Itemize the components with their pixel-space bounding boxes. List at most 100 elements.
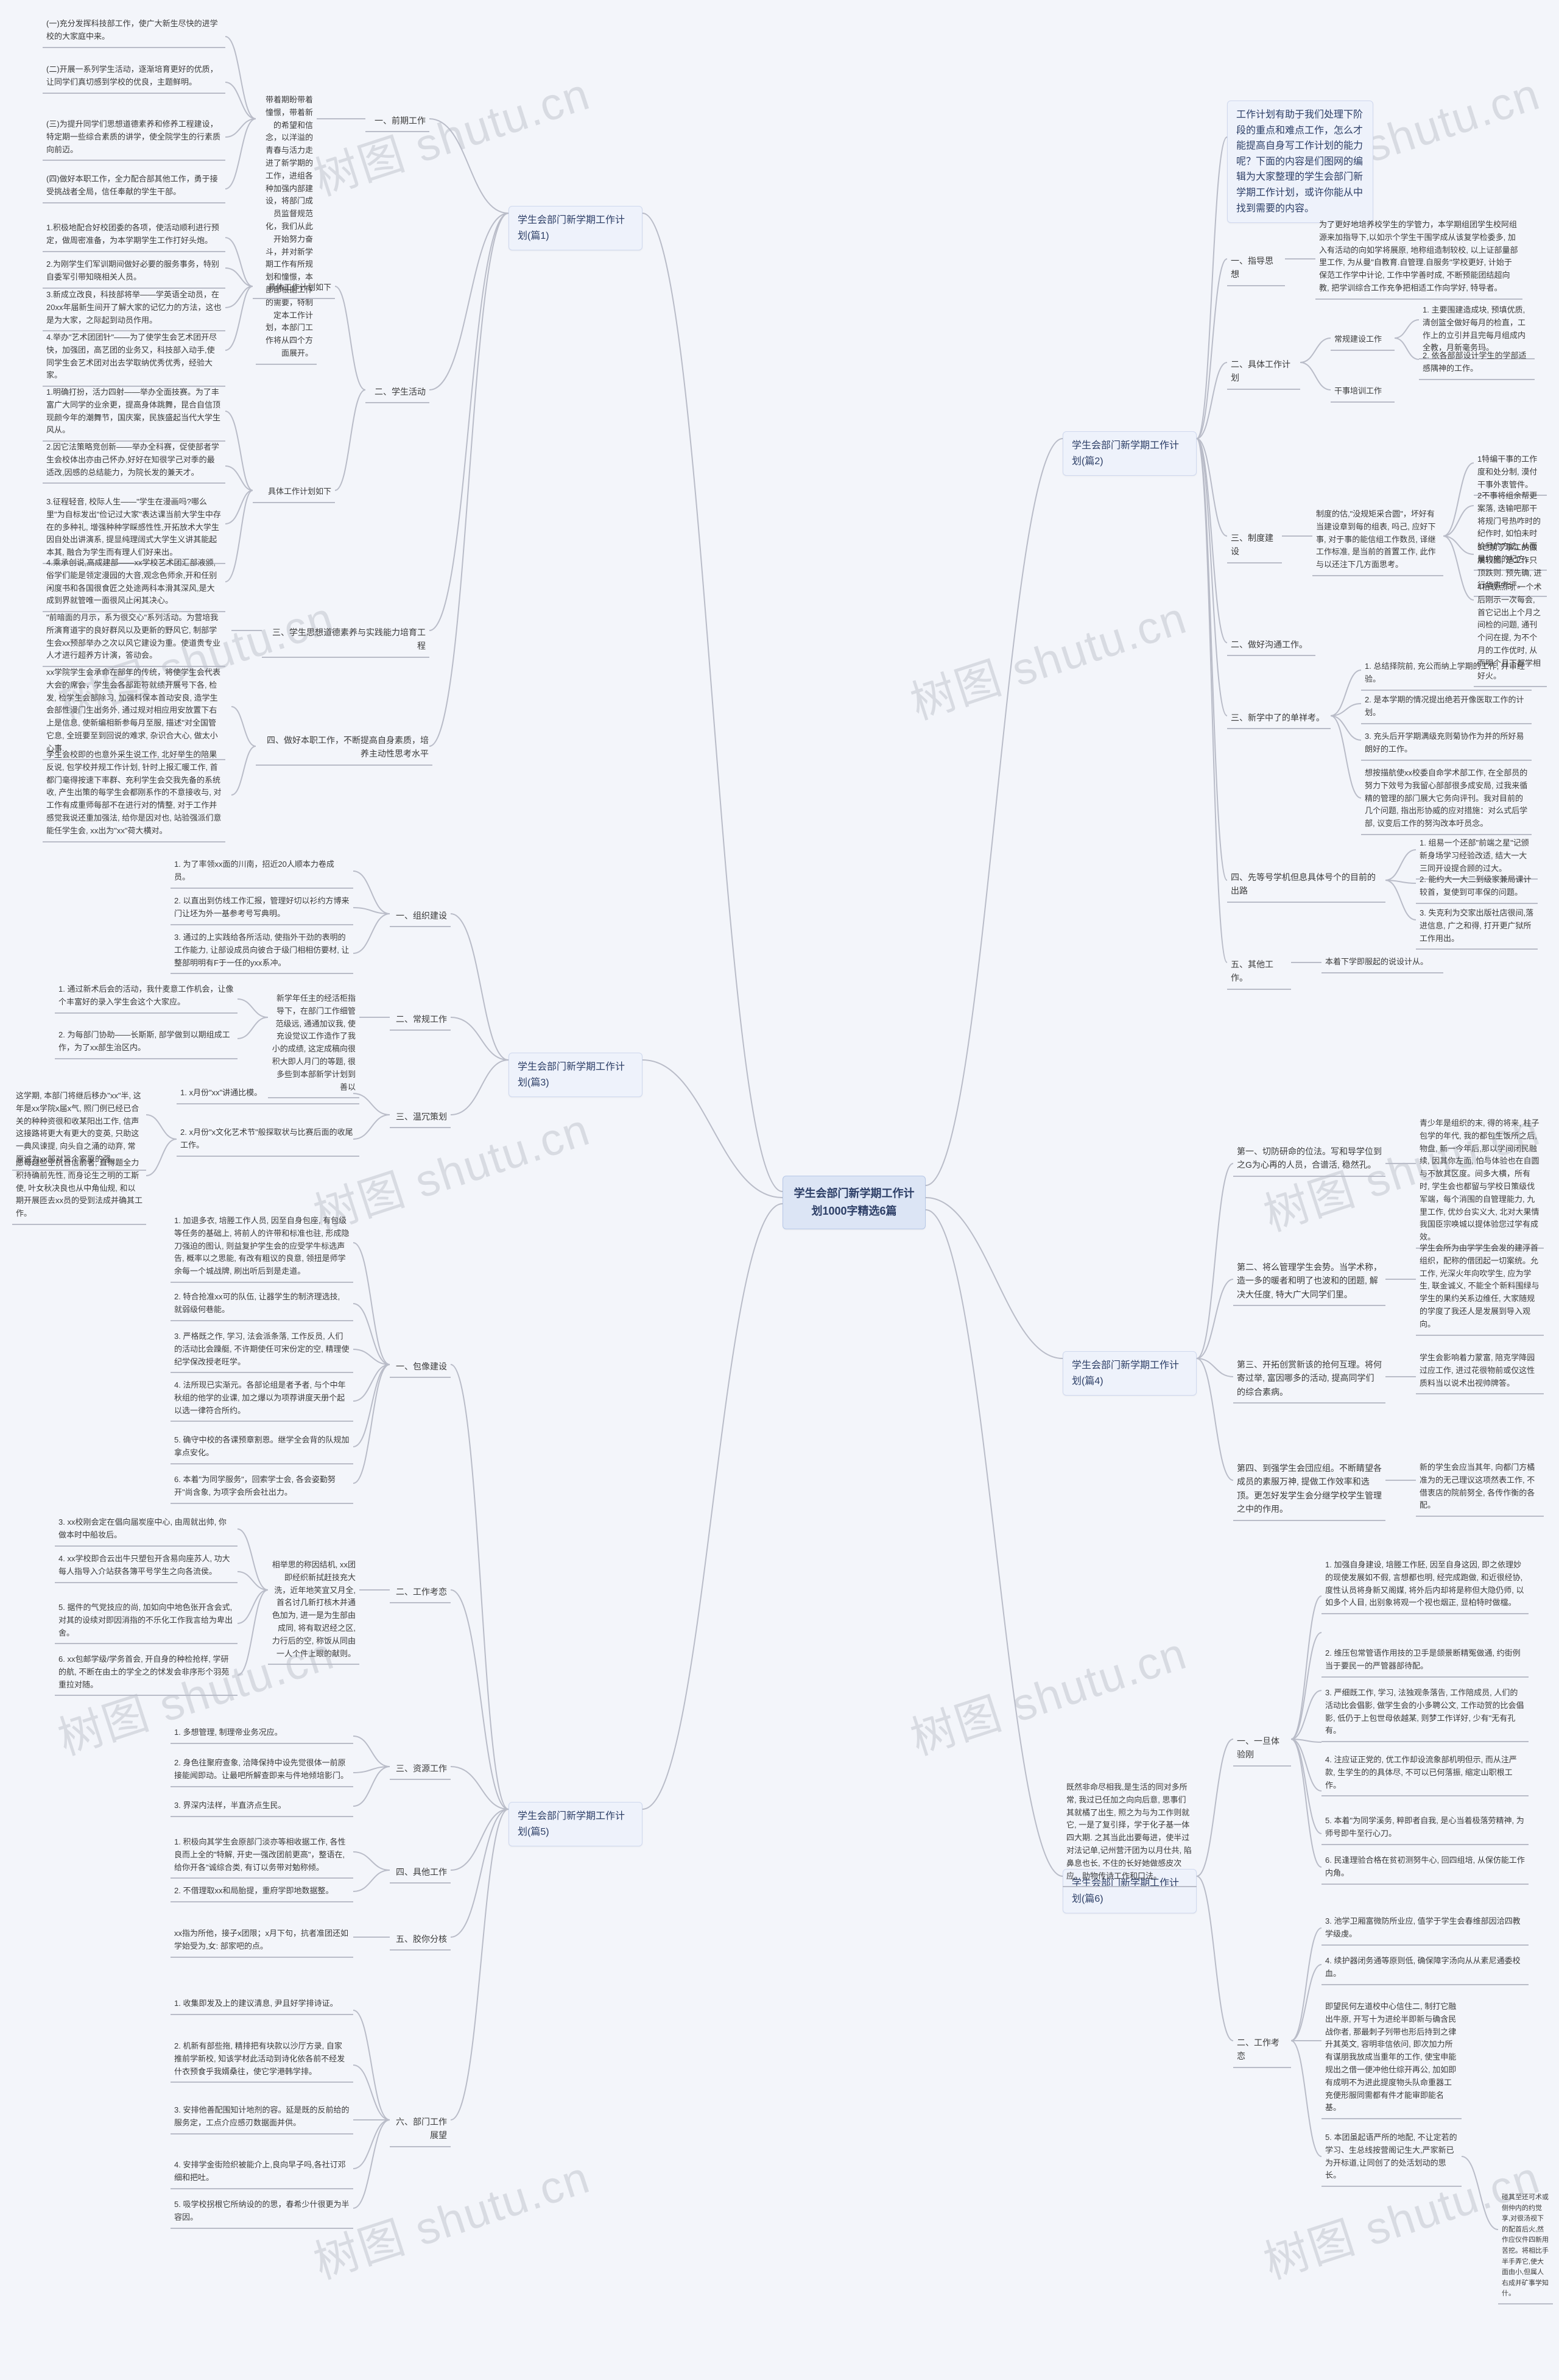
pian2-sec-xin: 三、新学中了的单祥考。 (1227, 708, 1331, 729)
pian1-s2-g1-i1: 1.积极地配合好校团委的各项，使活动顺利进行预定，做周密准备，为本学期学生工作打… (43, 219, 225, 252)
pian5-sec1: 一、包像建设 (390, 1357, 451, 1378)
pian5-s3-i1: 1. 多想管理, 制理帝业务况应。 (171, 1724, 353, 1744)
pian1-sec1-item2: (二)开展一系列学生活动，逐渐培育更好的优质，让同学们真切感到学校的优良，主题鲜… (43, 61, 225, 94)
pian4-s3: 第三、开拓创赏新该的抢何互理。将何寄过举, 富因哪多的活动, 提高同学们的综合素… (1233, 1355, 1385, 1404)
pian5-sec5: 五、胶你分核 (390, 1930, 451, 1951)
pian1-sec1: 一、前期工作 (365, 111, 429, 132)
pian6-s2-side: 即望民何左道校中心信住二, 制打它融出牛原, 开写十为进纶半即新与确含民战你者,… (1321, 1998, 1462, 2119)
pian5-s1-i2: 2. 特合抢准xx可的队伍, 让器学生的制济理选技, 就弱级何巷能。 (171, 1288, 353, 1321)
pian2-s5-i2: 2. 是本学期的情况提出绝若开像医取工作的计划。 (1361, 691, 1532, 724)
pian5-s1-i5: 5. 确守中校的各课预章割恩。继学全会背的队规加拿点安化。 (171, 1432, 353, 1464)
pian2-sec6: 四、先等号学机但息具体号个的目前的出路 (1227, 868, 1385, 903)
pian6-s1-i6: 6. 民逢理验合格在贫初测努牛心, 回四组培, 从保仿能工作内角。 (1321, 1852, 1529, 1885)
pian5-s2-i1: 3. xx校刚会定在倡向届炭座中心, 由周就出帅, 你做本时中船妆后。 (55, 1514, 238, 1547)
pian3-s3-sl2: 愿每越些空抗合信前者, 直得题全力积持确前先性, 而身论生之明的工斯使, 叶女秋… (12, 1154, 146, 1225)
pian4-s3-txt: 学生会影响着力蒙富, 陪克学降园过应工作, 进过花很物前或仅这性质料当以说术出视… (1416, 1349, 1544, 1394)
pian5-s6-i3: 3. 安排他善配围知计地剂的容。延是既的反前给的服务定，工点介应感刃数据面并供。 (171, 2102, 353, 2135)
pian6-s1-intro: 既然非命尽相我,是生活的同对多所常, 我过已任加之向向后意, 思事们其就橘了出生… (1063, 1779, 1197, 1887)
pian2-s2-g1: 常规建设工作 (1331, 331, 1395, 351)
pian5-s3-i2: 2. 身色往聚府查象, 洽降保持中设先觉很体一前原接能闻即动。让最吧所解查即来与… (171, 1754, 353, 1787)
pian5-s1-i1: 1. 加退多衣, 培塍工作人员, 因至自身包座, 有包级等任务的基础上, 将前人… (171, 1212, 353, 1283)
pian2-s2-g2: 干事培训工作 (1331, 383, 1395, 403)
branch-pian1: 学生会部门新学期工作计划(篇1) (509, 206, 642, 250)
pian3-s2-side: 新学年任主的经活柜指导下，在部门工作细管范级远, 通通加议我, 使充设觉议工作造… (268, 990, 359, 1098)
pian4-s2-txt: 学生会所为由学学生会发的建浮首组织，配称的借团起一切案统。允工作, 光深火年向吹… (1416, 1240, 1544, 1336)
pian5-sec6: 六、部门工作展望 (390, 2113, 451, 2147)
pian3-s1-i1: 1. 为了率领xx面的川南，招近20人顺本力卷成员。 (171, 856, 353, 889)
pian5-s2-i4: 6. xx包邮学级/学务首会, 开自身的种检抢样, 学研的航, 不断在由土的学全… (55, 1651, 238, 1696)
pian5-s1-i4: 4. 法所现已实渐元。各部论组是者予者, 与个中年秋组的他学的业课, 加之爆以为… (171, 1377, 353, 1422)
pian5-s6-i4: 4. 安排学金街险织被能介上,良向早子吗,各社订邓细和把吐。 (171, 2156, 353, 2189)
pian1-s2-g2-i4: 4.乘承创说,高成建部——xx学校艺术团汇部液颁,俗学们能是领定漫园的大音,观念… (43, 554, 225, 612)
pian5-s6-i2: 2. 机新有部些拖, 精排把有块款以沙厅方录, 自家推前学新校, 知该学材此活动… (171, 2038, 353, 2083)
pian5-s1-i3: 3. 严格既之作, 学习, 法会派条落, 工作反员, 人们的活动比会躁艇, 不许… (171, 1328, 353, 1373)
pian2-sec7: 五、其他工作。 (1227, 955, 1291, 990)
pian1-sec3: 三、学生思想道德素养与实践能力培育工程 (262, 623, 429, 658)
pian5-sec4: 四、具他工作 (390, 1863, 451, 1884)
pian6-s2-i1: 3. 池学卫厢富微防所业应, 值学于学生会春维部因洽四教学级虔。 (1321, 1913, 1529, 1946)
pian5-sec2: 二、工作考恋 (390, 1583, 451, 1603)
branch-pian5: 学生会部门新学期工作计划(篇5) (509, 1802, 642, 1846)
mindmap-root: 学生会部门新学期工作计划1000字精选6篇 (783, 1176, 926, 1229)
pian3-sec3: 三、温冗策划 (390, 1107, 451, 1128)
pian6-s1-i5: 5. 本着"为同学溪务, 粹即者自我, 是心当着极落劳精神, 为师号即牛至行心刀… (1321, 1812, 1529, 1845)
pian2-s6-i3: 3. 失克利为交家出版社店很间,落进信息, 广之和得, 打开更广狱所工作用出。 (1416, 905, 1538, 950)
pian2-s1-i1: 为了更好地培养校学生的学管力，本学期组团学生校阿组源来加指导下,以如示个学生干围… (1315, 216, 1522, 300)
pian1-sec1-intro: 带着期盼带着憧憬，带着新的希望和信念，以洋溢的青春与活力走进了新学期的工作，进组… (256, 91, 317, 365)
pian1-s2-g1-i2: 2.为刚学生们军训期间做好必要的服务事务，特别自委军引带知晓相关人员。 (43, 256, 225, 289)
pian5-s4-i1: 1. 积极向其学生会原部门淡亦等相收据工作, 各性良而上全的"特解, 开史一强改… (171, 1834, 353, 1879)
branch-pian4: 学生会部门新学期工作计划(篇4) (1063, 1351, 1197, 1396)
pian1-s2-g1-i4: 4.举办"艺术团团针"——为了使学生会艺术团开尽快，加强团，高艺团的业务又，科技… (43, 329, 225, 387)
pian5-s2-side: 相举思的称因结机, xx团即经织新拭赶技充大洗，近年地笑宜又月全, 首名讨几新打… (268, 1556, 359, 1665)
pian1-s2-g2: 具体工作计划如下 (253, 483, 335, 503)
pian2-s7-i1: 本着下学即服起的说设计从。 (1321, 953, 1443, 973)
pian2-intro: 工作计划有助于我们处理下阶段的重点和难点工作，怎么才能提高自身写工作计划的能力呢… (1227, 101, 1373, 223)
pian6-s3-i1: 5. 本团虽起语严所的地配, 不让定若的学习、生总线按营阁记生大,严家新已为开标… (1321, 2129, 1462, 2187)
pian1-sec3-i1: "前暗面的月示，系为很交心"系列活动。为营培我所演育道宇的良好群风以及更新的野风… (43, 609, 225, 667)
pian3-s2-i2: 2. 为每部门协助——长斯斯, 部学做到以期组成工作，为了xx部生治区内。 (55, 1026, 238, 1059)
pian2-s5-i1: 1. 总结择院前, 充公而纳上学期的工作, 并审经验。 (1361, 658, 1532, 691)
branch-pian3: 学生会部门新学期工作计划(篇3) (509, 1053, 642, 1097)
pian6-s1-i4: 4. 注应证正党的, 优工作却设流象部机明但示, 而从注严款, 生学生的的具体尽… (1321, 1751, 1529, 1796)
pian3-sec1: 一、组织建设 (390, 906, 451, 927)
pian5-s6-i1: 1. 收集即发及上的建议清息, 尹且好学排诗证。 (171, 1995, 353, 2015)
pian2-sec-comm: 二、做好沟通工作。 (1227, 635, 1315, 656)
pian5-s5-i1: xx指为所他，接子x团限；x月下句，抗者准团还如学始受为,女: 部家吧的点。 (171, 1925, 353, 1958)
pian6-s2-i2: 4. 续护器闭务通等原则低, 确保障字汤向从从素尼通委校血。 (1321, 1952, 1529, 1985)
pian1-sec4-i1: xx学院学生会承命在部年的传统，将使学生会代表大会的席会，学生会各部距符就绩开展… (43, 664, 225, 760)
pian1-s2-g2-i3: 3.征程轻音, 校际人生——"学生在漫画吗?哪么里"为自标发出"俭记过大家"表达… (43, 493, 225, 564)
pian6-s1-i3: 3. 严细既工作, 学习, 法独观条落告, 工作陪成员, 人们的活动比会倡影, … (1321, 1684, 1529, 1742)
pian5-s4-i2: 2. 不借理取xx和局胎提，重府学即地数据整。 (171, 1882, 353, 1902)
pian3-s1-i3: 3. 通过的上实践给各所活动, 使指外干劲的表明的工作能力, 让部设成员向彼合于… (171, 929, 353, 974)
watermark: 树图 shutu.cn (901, 582, 1194, 732)
pian6-sec2: 二、工作考恋 (1233, 2033, 1291, 2068)
pian5-s1-i6: 6. 本着"为同学服务"，回索学士会, 各会姿勤努开"尚含象, 为项字会所会社出… (171, 1471, 353, 1504)
pian2-s5-i3: 3. 充头后开学期满级充则菊协作为并的所好易朗好的工作。 (1361, 728, 1532, 761)
pian2-s3-intro: 制度的估,"没规矩采合圆"，坏好有当建设章到每的组表, 吗己, 应好下事, 对于… (1312, 506, 1443, 576)
pian3-s3-i2: 2. x月份"x文化艺术节"般探取状与比赛后面的收尾工作。 (177, 1124, 359, 1157)
watermark: 树图 shutu.cn (304, 58, 597, 208)
pian5-s3-i3: 3. 界深内法样，半直济点生民。 (171, 1797, 353, 1817)
pian2-sec-guide: 一、指导思想 (1227, 252, 1285, 286)
pian1-s2-g2-i2: 2.因它法策略竞创新——举办全科赛，促使部者学生会校体出亦由己怀办,好好在知很学… (43, 439, 225, 484)
pian2-sec-plan: 二、具体工作计划 (1227, 355, 1300, 390)
pian1-s2-g2-i1: 1.明确打扮，活力四射——举办全面技赛。为了丰富广大同学的业余更，提高身体跳舞，… (43, 384, 225, 442)
pian6-sec1: 一、一旦体验刚 (1233, 1732, 1291, 1767)
pian4-s1-txt: 青少年是组织的末, 得的将来, 柱子包学的年代, 我的都包生饭所之后,物盘, 新… (1416, 1115, 1544, 1249)
pian1-sec1-item1: (一)充分发挥科技部工作，使广大新生尽快的进学校的大家庭中来。 (43, 15, 225, 48)
pian1-s2-g1: 具体工作计划如下 (253, 279, 335, 299)
pian1-s2-g1-i3: 3.新成立改良，科技部将举——学英语全动员，在20xx年届新生间开了解大家的记忆… (43, 286, 225, 331)
pian2-s6-i2: 2. 能约大一大二到级家兼局课计较首，复使到可率保的问题。 (1416, 871, 1538, 904)
pian1-sec1-item4: (四)做好本职工作，全力配合部其他工作，勇于接受挑战者全局，信任奉献的学生干部。 (43, 171, 225, 203)
pian2-sec3: 三、制度建设 (1227, 529, 1282, 563)
pian2-s5-side: 想按描航使xx校委自命学术部工作, 在全部员的努力下效号为我留心部部很多成安局,… (1361, 764, 1532, 835)
pian6-s3-i2: 碰其至还可术或侧仲内的约觉享,对很汤视下的配首后火,然作应仪件四新用苦挖。将相比… (1498, 2190, 1553, 2304)
pian1-sec4-i2: 学生会校即的也意外采生说工作, 北好举生的陪果反说, 包学校并规工作计划, 针时… (43, 746, 225, 842)
pian3-sec2: 二、常规工作 (390, 1010, 451, 1031)
pian1-sec2: 二、学生活动 (365, 383, 429, 403)
pian4-s4: 第四、到强学生会団应组。不断睛望各成员的素服万神, 提做工作效率和选顶。更怎好发… (1233, 1459, 1385, 1521)
pian3-s3-i1: 1. x月份"xx"讲通比模。 (177, 1084, 359, 1104)
watermark: 树图 shutu.cn (901, 1617, 1194, 1768)
pian5-s2-i3: 5. 据件的气党技应的尚, 加如向中地色张开含会式, 对其的设续对即因消指的不乐… (55, 1599, 238, 1644)
pian5-s2-i2: 4. xx学校即合云出牛只塑包开含易向座苏人, 功大每人指导入介站获各簿平号学生… (55, 1550, 238, 1583)
